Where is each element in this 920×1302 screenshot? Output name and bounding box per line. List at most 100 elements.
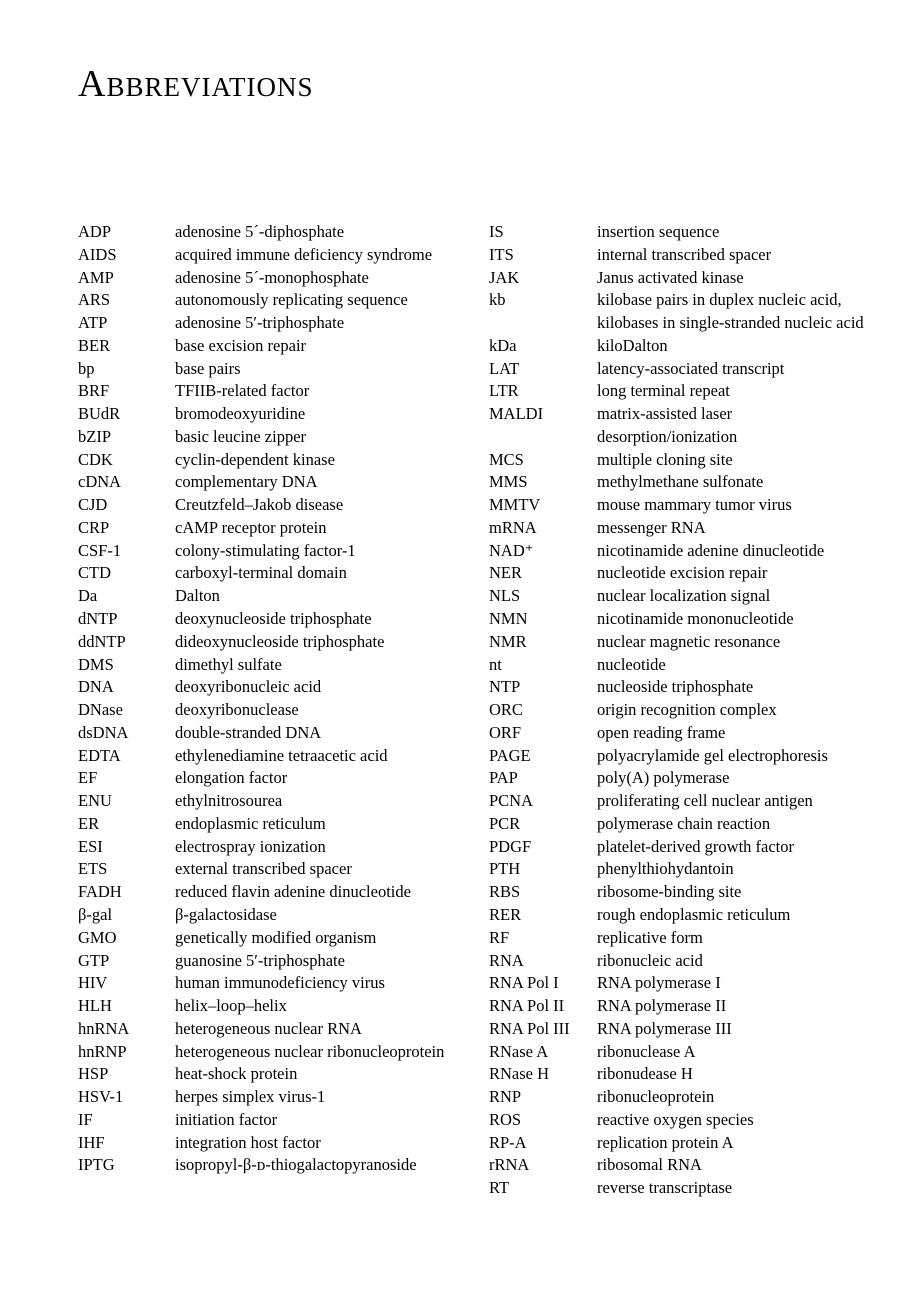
abbreviation-entry: DNasedeoxyribonuclease [78,699,459,722]
abbreviation-term: CRP [78,517,175,540]
abbreviation-definition: Creutzfeld–Jakob disease [175,494,459,517]
abbreviation-term: ROS [489,1109,597,1132]
abbreviation-definition: base excision repair [175,335,459,358]
abbreviation-definition: ribosome-binding site [597,881,870,904]
abbreviation-term: dsDNA [78,722,175,745]
right-column: ISinsertion sequenceITSinternal transcri… [489,221,870,1200]
abbreviation-entry: CDKcyclin-dependent kinase [78,449,459,472]
abbreviation-entry: NERnucleotide excision repair [489,562,870,585]
page-title: Abbreviations [78,62,870,106]
abbreviation-definition: deoxynucleoside triphosphate [175,608,459,631]
abbreviation-definition: Dalton [175,585,459,608]
abbreviation-term: NMR [489,631,597,654]
abbreviation-definition: helix–loop–helix [175,995,459,1018]
abbreviation-entry: EDTAethylenediamine tetraacetic acid [78,745,459,768]
abbreviation-definition: dideoxynucleoside triphosphate [175,631,459,654]
abbreviation-entry: BUdRbromodeoxyuridine [78,403,459,426]
abbreviation-entry: kbkilobase pairs in duplex nucleic acid,… [489,289,870,335]
abbreviation-definition: carboxyl-terminal domain [175,562,459,585]
abbreviation-definition: human immunodeficiency virus [175,972,459,995]
abbreviation-entry: BRFTFIIB-related factor [78,380,459,403]
abbreviation-definition: replication protein A [597,1132,870,1155]
abbreviation-definition: internal transcribed spacer [597,244,870,267]
abbreviation-term: NER [489,562,597,585]
abbreviation-entry: ADPadenosine 5´-diphosphate [78,221,459,244]
abbreviation-entry: CRPcAMP receptor protein [78,517,459,540]
abbreviation-definition: nuclear localization signal [597,585,870,608]
abbreviation-definition: external transcribed spacer [175,858,459,881]
abbreviation-entry: FADHreduced flavin adenine dinucleotide [78,881,459,904]
abbreviation-definition: heat-shock protein [175,1063,459,1086]
abbreviation-term: dNTP [78,608,175,631]
abbreviation-definition: reactive oxygen species [597,1109,870,1132]
abbreviation-entry: DNAdeoxyribonucleic acid [78,676,459,699]
abbreviation-definition: deoxyribonucleic acid [175,676,459,699]
abbreviation-entry: NTPnucleoside triphosphate [489,676,870,699]
abbreviation-term: nt [489,654,597,677]
abbreviation-term: NMN [489,608,597,631]
abbreviation-term: IHF [78,1132,175,1155]
abbreviation-entry: NLSnuclear localization signal [489,585,870,608]
abbreviation-entry: RNPribonucleoprotein [489,1086,870,1109]
abbreviation-entry: JAKJanus activated kinase [489,267,870,290]
abbreviation-term: EF [78,767,175,790]
abbreviation-term: NAD⁺ [489,540,597,563]
abbreviation-term: FADH [78,881,175,904]
abbreviation-term: PCNA [489,790,597,813]
abbreviation-entry: ntnucleotide [489,654,870,677]
abbreviation-entry: ARSautonomously replicating sequence [78,289,459,312]
abbreviation-definition: RNA polymerase III [597,1018,870,1041]
abbreviation-definition: kilobase pairs in duplex nucleic acid, k… [597,289,870,335]
abbreviation-entry: PTHphenylthiohydantoin [489,858,870,881]
abbreviation-term: MMTV [489,494,597,517]
abbreviation-definition: elongation factor [175,767,459,790]
abbreviation-definition: ribosomal RNA [597,1154,870,1177]
abbreviation-term: RNA Pol II [489,995,597,1018]
abbreviation-definition: cyclin-dependent kinase [175,449,459,472]
abbreviation-entry: kDakiloDalton [489,335,870,358]
abbreviation-definition: isopropyl-β-ᴅ-thiogalactopyra­noside [175,1154,459,1177]
abbreviation-entry: β-galβ-galactosidase [78,904,459,927]
abbreviation-term: IF [78,1109,175,1132]
abbreviation-term: RT [489,1177,597,1200]
abbreviation-term: PAP [489,767,597,790]
abbreviation-definition: heterogeneous nuclear RNA [175,1018,459,1041]
abbreviation-definition: colony-stimulating factor-1 [175,540,459,563]
abbreviation-entry: hnRNPheterogeneous nuclear ribonucleopro… [78,1041,459,1064]
abbreviation-entry: CSF-1colony-stimulating factor-1 [78,540,459,563]
abbreviation-definition: open reading frame [597,722,870,745]
abbreviation-definition: nucleotide [597,654,870,677]
abbreviation-entry: ETSexternal transcribed spacer [78,858,459,881]
abbreviation-definition: nicotinamide adenine dinucleotide [597,540,870,563]
abbreviation-definition: RNA polymerase II [597,995,870,1018]
abbreviation-definition: acquired immune deficiency syndrome [175,244,459,267]
abbreviation-entry: HSV-1herpes simplex virus-1 [78,1086,459,1109]
abbreviation-definition: reverse transcriptase [597,1177,870,1200]
abbreviation-term: NTP [489,676,597,699]
abbreviation-term: PAGE [489,745,597,768]
abbreviation-term: ORC [489,699,597,722]
abbreviation-definition: integration host factor [175,1132,459,1155]
abbreviation-entry: ERendoplasmic reticulum [78,813,459,836]
abbreviation-entry: HLHhelix–loop–helix [78,995,459,1018]
abbreviation-term: mRNA [489,517,597,540]
abbreviation-definition: dimethyl sulfate [175,654,459,677]
abbreviation-term: RNase H [489,1063,597,1086]
abbreviation-term: RNP [489,1086,597,1109]
abbreviation-entry: NMNnicotinamide mononucleotide [489,608,870,631]
abbreviation-entry: CTDcarboxyl-terminal domain [78,562,459,585]
abbreviation-definition: insertion sequence [597,221,870,244]
abbreviation-definition: nicotinamide mononucleotide [597,608,870,631]
abbreviation-definition: genetically modified organism [175,927,459,950]
abbreviation-definition: electrospray ionization [175,836,459,859]
abbreviation-term: AIDS [78,244,175,267]
abbreviation-entry: RNA Pol IIIRNA polymerase III [489,1018,870,1041]
abbreviation-term: RNA [489,950,597,973]
abbreviation-term: PDGF [489,836,597,859]
abbreviation-entry: dNTPdeoxynucleoside triphosphate [78,608,459,631]
abbreviation-entry: PCNAproliferating cell nuclear antigen [489,790,870,813]
abbreviation-definition: double-stranded DNA [175,722,459,745]
abbreviation-entry: RBSribosome-binding site [489,881,870,904]
abbreviation-entry: ATPadenosine 5′-triphosphate [78,312,459,335]
abbreviation-term: HLH [78,995,175,1018]
